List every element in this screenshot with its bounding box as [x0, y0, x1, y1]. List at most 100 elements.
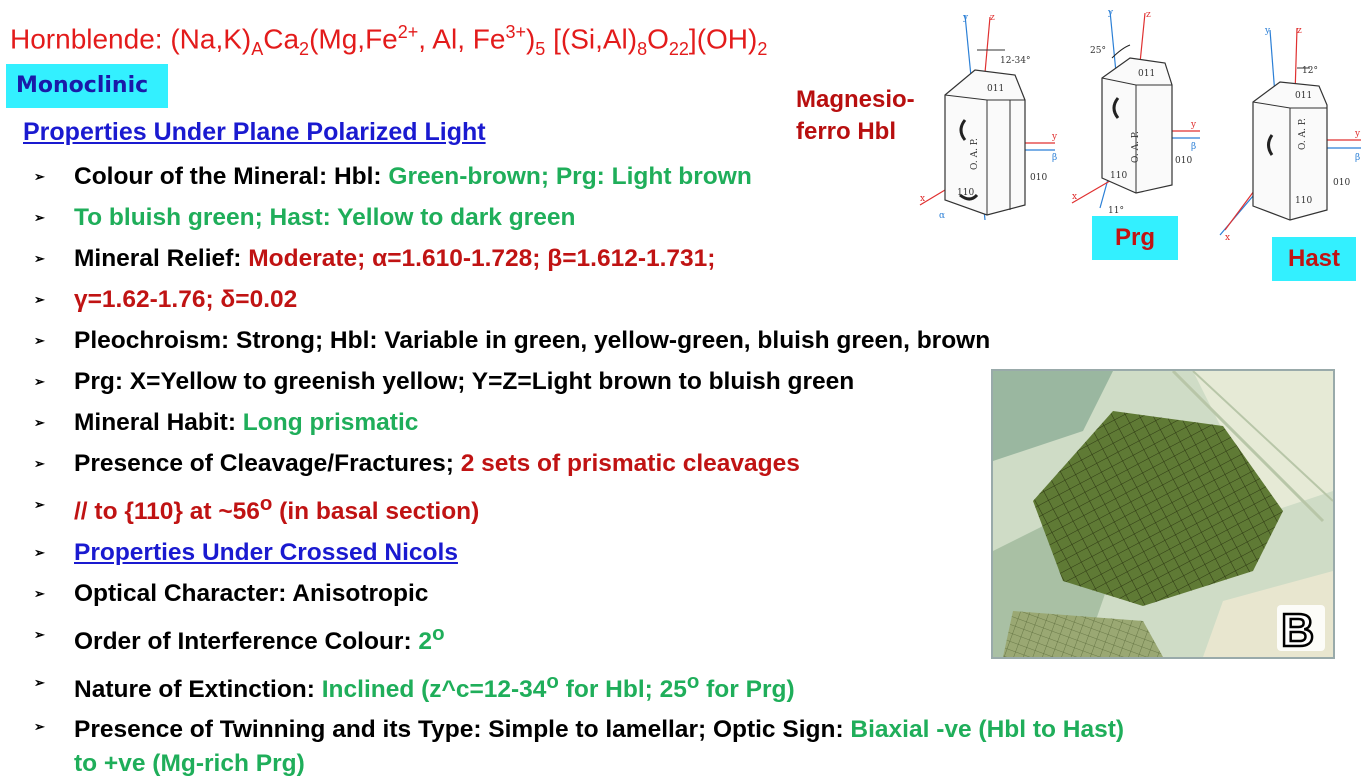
property-label: Presence of Cleavage/Fractures; — [74, 450, 461, 477]
list-item: ➢ Properties Under Crossed Nicols — [34, 532, 1324, 573]
property-value: Green-brown; Prg: Light brown — [388, 163, 752, 190]
bullet-arrow-icon: ➢ — [34, 374, 45, 389]
axis-label: y — [962, 13, 969, 23]
bullet-arrow-icon: ➢ — [34, 169, 45, 184]
property-text: Prg: X=Yellow to greenish yellow; Y=Z=Li… — [74, 368, 855, 395]
axis-label: z — [1297, 26, 1302, 36]
property-label: Presence of Twinning and its Type: Simpl… — [74, 716, 851, 744]
formula-part: ) — [525, 23, 536, 55]
axis-label: α — [939, 211, 945, 221]
list-item: ➢ // to {110} at ~56o (in basal section) — [34, 484, 1324, 532]
degree-sup: o — [259, 493, 273, 515]
list-item: ➢ Mineral Relief: Moderate; α=1.610-1.728… — [34, 238, 1324, 279]
formula-sup: 3+ — [505, 22, 526, 42]
oap-label: O. A. P. — [970, 138, 980, 170]
list-item: ➢ Order of Interference Colour: 2o — [34, 614, 1324, 662]
list-item: ➢ Prg: X=Yellow to greenish yellow; Y=Z=L… — [34, 361, 1324, 402]
oap-label: O. A. P. — [1298, 118, 1308, 150]
axis-label: z — [990, 13, 995, 23]
degree-sup: o — [686, 671, 700, 694]
list-item: ➢ Presence of Twinning and its Type: Simp… — [34, 710, 1324, 781]
bullet-arrow-icon: ➢ — [34, 586, 45, 602]
property-value: for Hbl; 25 — [558, 676, 687, 704]
list-item: ➢ Nature of Extinction: Inclined (z^c=12-… — [34, 662, 1324, 710]
axis-label: β — [1052, 153, 1057, 163]
section-heading-ppl[interactable]: Properties Under Plane Polarized Light — [23, 118, 486, 146]
face-label: 110 — [957, 188, 974, 198]
list-item: ➢ Colour of the Mineral: Hbl: Green-brown… — [34, 156, 1324, 197]
formula-title: Hornblende: (Na,K)ACa 2 (Mg,Fe2+, Al, Fe3+… — [10, 22, 767, 60]
bullet-arrow-icon: ➢ — [34, 210, 45, 225]
property-value: γ=1.62-1.76; δ=0.02 — [74, 286, 298, 313]
list-item: ➢ Optical Character: Anisotropic — [34, 573, 1324, 614]
property-value: Inclined (z^c=12-34 — [321, 676, 547, 704]
formula-part: O — [647, 23, 669, 55]
angle-label: 11° — [1108, 206, 1124, 216]
photomicrograph-image: B — [993, 371, 1333, 657]
formula-sub: A — [251, 38, 264, 59]
axis-label: x — [1072, 192, 1077, 202]
axis-label: y — [1190, 120, 1197, 130]
property-label: Nature of Extinction: — [74, 676, 322, 704]
property-label: Colour of the Mineral: Hbl: — [74, 163, 389, 190]
axis-label: β — [1355, 153, 1360, 163]
face-label: 010 — [1030, 173, 1047, 183]
property-value: Moderate; α=1.610-1.728; β=1.612-1.731; — [248, 245, 716, 272]
property-value: to +ve (Mg-rich Prg) — [74, 750, 305, 778]
crystal-diagram-prg: 25° 011 010 110 11° y z x y β O. A. P. — [1071, 8, 1200, 216]
formula-part: Ca — [263, 23, 300, 55]
formula-sup: 2+ — [397, 22, 419, 42]
formula-part: ](OH) — [688, 23, 758, 55]
photo-label-b: B — [1281, 604, 1314, 656]
bullet-arrow-icon: ➢ — [34, 456, 45, 471]
property-label: Order of Interference Colour: — [74, 628, 419, 656]
list-item: ➢ Mineral Habit: Long prismatic — [34, 402, 1324, 443]
bullet-arrow-icon: ➢ — [34, 292, 45, 307]
prg-label: Prg — [1092, 216, 1178, 260]
bullet-arrow-icon: ➢ — [34, 333, 45, 348]
face-label: 010 — [1175, 156, 1192, 166]
axis-label: y — [1264, 26, 1271, 36]
label-line: ferro Hbl — [796, 118, 897, 145]
label-line: Magnesio- — [796, 86, 915, 113]
degree-sup: o — [546, 671, 559, 694]
bullet-arrow-icon: ➢ — [34, 675, 45, 691]
formula-part: (Mg,Fe — [309, 23, 398, 55]
property-value: for Prg) — [699, 676, 795, 704]
bullet-arrow-icon: ➢ — [34, 719, 45, 735]
face-label: 110 — [1110, 171, 1127, 181]
face-label: 110 — [1295, 196, 1312, 206]
property-value: Long prismatic — [242, 409, 419, 436]
bullet-arrow-icon: ➢ — [34, 627, 45, 643]
list-item: ➢ To bluish green; Hast: Yellow to dark g… — [34, 197, 1324, 238]
face-label: 010 — [1333, 178, 1350, 188]
bullet-arrow-icon: ➢ — [34, 497, 45, 512]
list-item: ➢ Presence of Cleavage/Fractures; 2 sets … — [34, 443, 1324, 484]
axis-label: x — [1225, 233, 1230, 240]
formula-part: , Al, Fe — [418, 23, 506, 55]
face-label: 011 — [987, 84, 1004, 94]
bullet-arrow-icon: ➢ — [34, 545, 45, 561]
formula-sub: 22 — [668, 38, 689, 59]
angle-label: 12-34° — [1000, 56, 1030, 66]
hast-label: Hast — [1272, 237, 1356, 281]
angle-label: 25° — [1090, 46, 1106, 56]
crossed-nicols-link[interactable]: Properties Under Crossed Nicols — [74, 539, 458, 567]
formula-sub: 5 — [535, 38, 546, 59]
property-list: ➢ Colour of the Mineral: Hbl: Green-brown… — [34, 156, 1324, 781]
crystal-diagram-hast: 12° 011 010 110 y z x y β O. A. P. — [1219, 26, 1361, 240]
angle-label: 12° — [1302, 66, 1318, 76]
degree-sup: o — [432, 623, 445, 646]
property-value: 2 sets of prismatic cleavages — [460, 450, 800, 477]
formula-sub: 2 — [757, 38, 768, 59]
face-label: 011 — [1295, 91, 1312, 101]
property-value: (in basal section) — [272, 498, 480, 526]
bullet-arrow-icon: ➢ — [34, 415, 45, 430]
property-text: Pleochroism: Strong; Hbl: Variable in gr… — [74, 327, 991, 354]
axis-label: y — [1051, 132, 1058, 142]
crystal-diagram-hbl: 12-34° 011 010 110 y z x y β α O. A. P. — [919, 13, 1058, 221]
property-value: Biaxial -ve (Hbl to Hast) — [850, 716, 1125, 744]
magnesio-ferro-hbl-label: Magnesio-ferro Hbl — [796, 84, 915, 148]
property-value: To bluish green; Hast: Yellow to dark gr… — [74, 204, 576, 231]
formula-part: Hornblende: (Na,K) — [10, 23, 252, 55]
